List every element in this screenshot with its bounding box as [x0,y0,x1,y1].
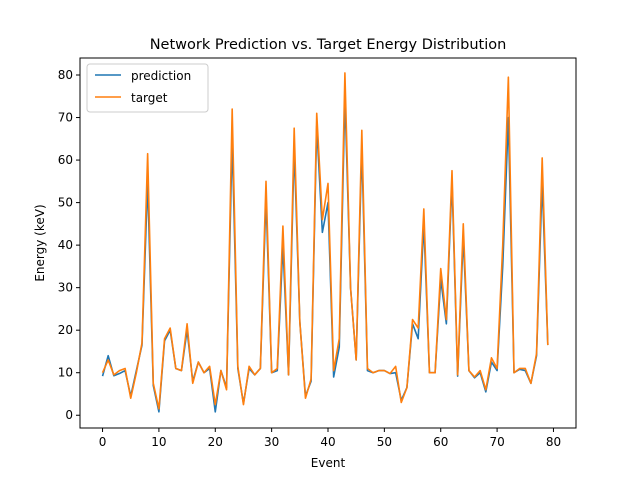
x-tick-label: 80 [546,435,561,449]
y-tick-label: 10 [58,366,73,380]
y-tick-label: 80 [58,68,73,82]
y-axis: 0 10 20 30 40 50 60 70 80 [58,68,80,422]
y-tick-label: 20 [58,323,73,337]
y-tick-label: 70 [58,111,73,125]
legend-box [86,63,209,113]
legend: prediction target [86,63,209,113]
y-tick-label: 30 [58,281,73,295]
plot-area [80,58,576,428]
y-tick-label: 0 [65,408,73,422]
x-tick-label: 10 [151,435,166,449]
x-tick-label: 30 [264,435,279,449]
y-tick-label: 40 [58,238,73,252]
y-tick-label: 50 [58,196,73,210]
x-tick-label: 0 [99,435,107,449]
x-tick-label: 20 [208,435,223,449]
legend-label-target: target [131,91,168,105]
x-tick-label: 50 [377,435,392,449]
x-tick-label: 70 [489,435,504,449]
x-tick-label: 60 [433,435,448,449]
series-group [101,72,549,413]
y-tick-label: 60 [58,153,73,167]
x-tick-label: 40 [320,435,335,449]
y-axis-label: Energy (keV) [33,204,47,281]
series-line-target [101,72,549,410]
x-axis: 0 10 20 30 40 50 60 70 80 [99,428,561,449]
x-axis-label: Event [311,456,346,470]
chart-title: Network Prediction vs. Target Energy Dis… [150,37,507,53]
legend-label-prediction: prediction [131,69,191,83]
